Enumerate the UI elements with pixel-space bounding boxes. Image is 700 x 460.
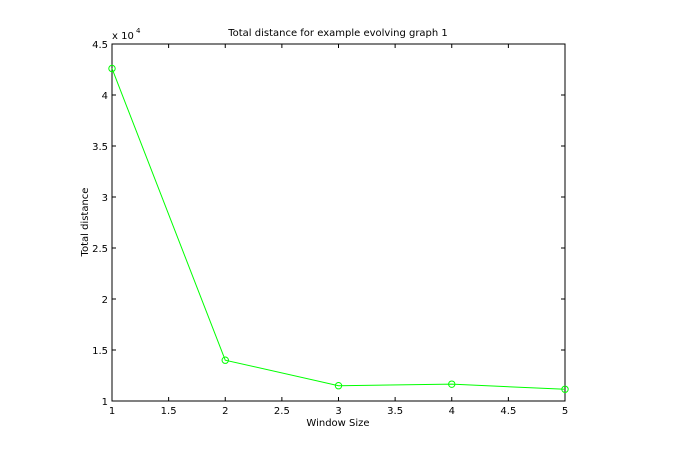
plot-frame	[111, 43, 566, 402]
x-tick-label-1: 1.5	[161, 406, 177, 417]
data-point-0-1	[221, 356, 229, 364]
x-axis-label: Window Size	[306, 418, 369, 429]
data-point-0-4	[561, 385, 569, 393]
x-tick-label-6: 4	[449, 406, 455, 417]
y-tick-label-4: 3	[102, 193, 108, 204]
y-axis-ticks: 1 1.5 2 2.5 3 3.5 4 4.5	[92, 40, 565, 408]
x-tick-label-2: 2	[222, 406, 228, 417]
data-point-0-3	[448, 380, 456, 388]
y-multiplier-text: x 10	[112, 31, 134, 42]
y-tick-label-0: 1	[102, 397, 108, 408]
y-tick-label-5: 3.5	[92, 142, 108, 153]
series-layer	[108, 64, 569, 393]
x-axis-ticks: 1 1.5 2 2.5 3 3.5 4 4.5 5	[109, 44, 568, 417]
data-point-0-0	[108, 64, 116, 73]
x-tick-label-7: 4.5	[500, 406, 516, 417]
y-tick-label-1: 1.5	[92, 346, 108, 357]
y-tick-label-2: 2	[102, 295, 108, 306]
y-tick-label-3: 2.5	[92, 244, 108, 255]
x-tick-label-8: 5	[562, 406, 568, 417]
x-tick-label-0: 1	[109, 406, 115, 417]
y-tick-label-6: 4	[102, 91, 108, 102]
y-tick-label-7: 4.5	[92, 40, 108, 51]
x-tick-label-5: 3.5	[387, 406, 403, 417]
y-multiplier-exponent: 4	[136, 27, 141, 35]
data-point-0-2	[334, 382, 343, 390]
series-line-0	[111, 68, 566, 390]
y-axis-label: Total distance	[80, 188, 91, 258]
y-multiplier: x 10 4	[112, 27, 141, 42]
x-tick-label-4: 3	[335, 406, 341, 417]
x-tick-label-3: 2.5	[274, 406, 290, 417]
chart-title: Total distance for example evolving grap…	[227, 28, 448, 39]
